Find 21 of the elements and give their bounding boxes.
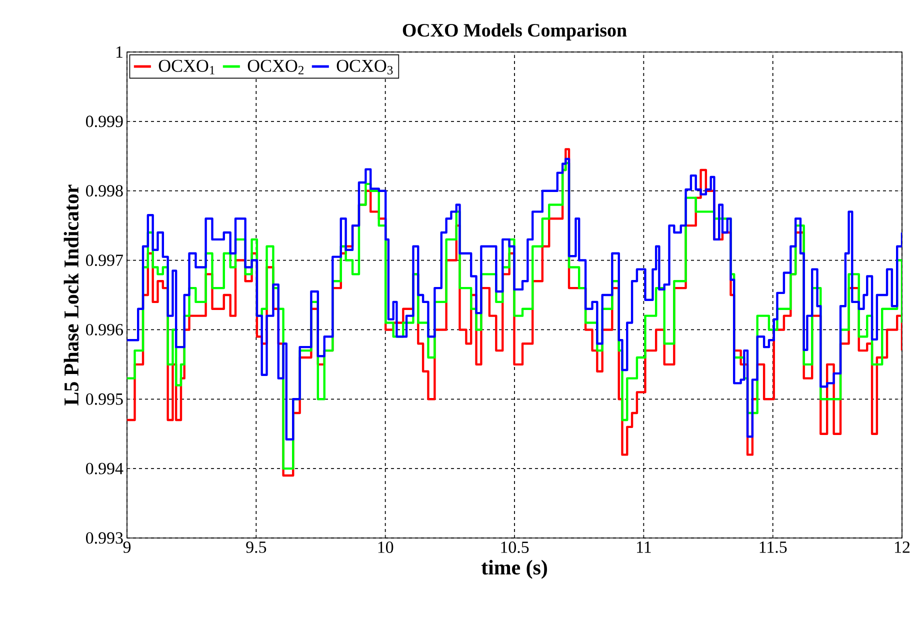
x-tick-label: 11.5: [760, 542, 787, 553]
x-tick-label: 12: [895, 542, 910, 553]
chart-title: OCXO Models Comparison: [402, 23, 627, 41]
y-tick-label: 0.999: [86, 116, 123, 128]
x-tick-label: 9.5: [246, 542, 266, 553]
x-tick-label: 9: [123, 542, 131, 553]
legend-label: OCXO$_{3}$: [336, 60, 393, 74]
y-tick-label: 0.997: [86, 254, 123, 266]
y-axis-title: L5 Phase Lock Indicator: [64, 184, 79, 406]
y-tick-label: 0.994: [86, 462, 124, 474]
y-tick-label: 0.993: [86, 532, 123, 544]
legend-label: OCXO$_{2}$: [248, 60, 304, 74]
x-tick-label: 11: [637, 542, 651, 553]
x-tick-label: 10.5: [501, 542, 529, 554]
y-tick-label: 0.995: [86, 393, 123, 405]
y-tick-label: 0.998: [86, 185, 123, 197]
y-tick-label: 0.996: [86, 324, 123, 336]
x-axis-title: time (s): [481, 560, 547, 579]
legend-label: OCXO$_{1}$: [158, 60, 214, 74]
x-tick-label: 10: [378, 542, 394, 553]
y-tick-label: 1: [116, 46, 122, 58]
